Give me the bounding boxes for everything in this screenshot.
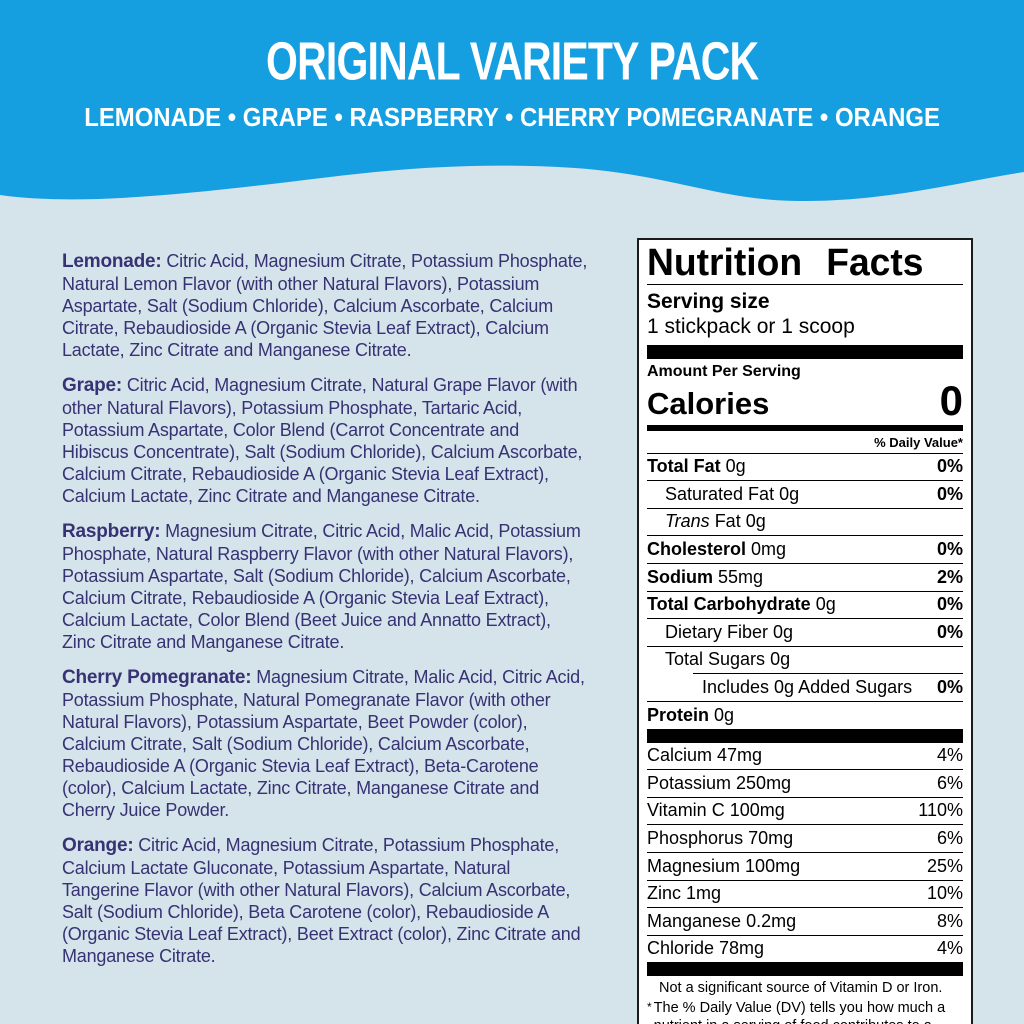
amount-per-serving-label: Amount Per Serving: [647, 363, 801, 381]
mineral-row-magnesium: Magnesium 100mg 25%: [647, 852, 963, 880]
nutrient-dv: 2%: [936, 566, 963, 587]
nutrient-dv: 0%: [936, 621, 963, 642]
ingredient-paragraph-cherry-pomegranate: Cherry Pomegranate: Magnesium Citrate, M…: [62, 666, 588, 821]
flavor-subtitle-text: LEMONADE • GRAPE • RASPBERRY • CHERRY PO…: [84, 102, 940, 132]
nutrient-name: Total Fat 0g: [647, 456, 746, 477]
mineral-row-manganese: Manganese 0.2mg 8%: [647, 907, 963, 935]
nutrient-name: Saturated Fat 0g: [665, 483, 800, 504]
nutrient-dv: 0%: [936, 676, 963, 697]
ingredient-paragraph-grape: Grape: Citric Acid, Magnesium Citrate, N…: [62, 374, 588, 507]
nutrient-dv: 0%: [936, 483, 963, 504]
nutrient-row-total-fat: Total Fat 0g 0%: [647, 454, 963, 481]
flavor-name-orange: Orange:: [62, 835, 134, 856]
nutrient-row-added-sugars: Includes 0g Added Sugars 0%: [693, 673, 963, 701]
mineral-row-zinc: Zinc 1mg 10%: [647, 879, 963, 908]
footnote-not-significant: Not a significant source of Vitamin D or…: [659, 980, 943, 997]
thick-divider: [647, 728, 963, 743]
mineral-dv: 110%: [918, 800, 963, 821]
mineral-row-calcium: Calcium 47mg 4%: [647, 743, 963, 770]
product-title: ORIGINAL VARIETY PACK: [0, 30, 1024, 91]
nutrient-name: Sodium 55mg: [647, 566, 764, 587]
mineral-dv: 25%: [926, 855, 963, 876]
mineral-dv: 6%: [936, 827, 963, 848]
nutrient-name: Dietary Fiber 0g: [665, 621, 794, 642]
nutrient-name: Total Sugars 0g: [665, 649, 791, 670]
nutrient-row-trans-fat: Trans Fat 0g: [647, 507, 963, 536]
mineral-name: Phosphorus 70mg: [647, 827, 794, 848]
mineral-name: Calcium 47mg: [647, 745, 763, 766]
mineral-dv: 8%: [936, 910, 963, 931]
mineral-row-vitamin-c: Vitamin C 100mg 110%: [647, 796, 963, 825]
medium-divider: [647, 424, 963, 431]
footnote-daily-value-text: The % Daily Value (DV) tells you how muc…: [653, 999, 946, 1024]
nutrient-row-saturated-fat: Saturated Fat 0g 0%: [647, 480, 963, 508]
nutrient-row-total-carbohydrate: Total Carbohydrate 0g 0%: [647, 590, 963, 619]
nutrient-name: Trans Fat 0g: [665, 511, 766, 532]
ingredient-paragraph-orange: Orange: Citric Acid, Magnesium Citrate, …: [62, 834, 588, 967]
ingredients-panel: Lemonade: Citric Acid, Magnesium Citrate…: [62, 250, 588, 980]
nutrient-row-protein: Protein 0g: [647, 701, 963, 729]
calories-label: Calories: [647, 386, 770, 422]
nutrient-row-dietary-fiber: Dietary Fiber 0g 0%: [647, 618, 963, 646]
footnote-asterisk: *: [647, 999, 652, 1014]
flavor-subtitle: LEMONADE • GRAPE • RASPBERRY • CHERRY PO…: [0, 102, 1024, 133]
nutrient-name: Total Carbohydrate 0g: [647, 594, 836, 615]
nutrient-row-total-sugars: Total Sugars 0g: [647, 645, 963, 674]
flavor-name-raspberry: Raspberry:: [62, 521, 161, 542]
thick-divider: [647, 345, 963, 360]
nutrient-dv: 0%: [936, 456, 963, 477]
nutrition-facts-title: Nutrition Facts: [647, 242, 924, 284]
thick-divider: [647, 962, 963, 977]
mineral-dv: 4%: [936, 938, 963, 959]
mineral-name: Chloride 78mg: [647, 938, 765, 959]
nutrient-name: Cholesterol 0mg: [647, 538, 787, 559]
ingredient-list-cherry-pomegranate: Magnesium Citrate, Malic Acid, Citric Ac…: [62, 667, 585, 820]
nutrient-dv: 0%: [936, 594, 963, 615]
mineral-name: Vitamin C 100mg: [647, 800, 785, 821]
divider: [647, 283, 963, 285]
product-title-text: ORIGINAL VARIETY PACK: [265, 31, 759, 92]
mineral-row-phosphorus: Phosphorus 70mg 6%: [647, 824, 963, 852]
ingredient-paragraph-lemonade: Lemonade: Citric Acid, Magnesium Citrate…: [62, 250, 588, 361]
flavor-name-cherry-pomegranate: Cherry Pomegranate:: [62, 667, 252, 688]
calories-row: Calories 0: [647, 376, 963, 424]
serving-size-value: 1 stickpack or 1 scoop: [647, 315, 855, 339]
ingredient-list-orange: Citric Acid, Magnesium Citrate, Potassiu…: [62, 835, 581, 966]
mineral-dv: 4%: [936, 745, 963, 766]
mineral-dv: 6%: [936, 772, 963, 793]
ingredient-list-lemonade: Citric Acid, Magnesium Citrate, Potassiu…: [62, 251, 588, 360]
daily-value-header: % Daily Value*: [647, 431, 963, 454]
ingredient-list-raspberry: Magnesium Citrate, Citric Acid, Malic Ac…: [62, 521, 581, 652]
ingredient-list-grape: Citric Acid, Magnesium Citrate, Natural …: [62, 375, 583, 506]
ingredient-paragraph-raspberry: Raspberry: Magnesium Citrate, Citric Aci…: [62, 520, 588, 653]
mineral-row-chloride: Chloride 78mg 4%: [647, 934, 963, 963]
flavor-name-lemonade: Lemonade:: [62, 251, 162, 272]
flavor-name-grape: Grape:: [62, 375, 123, 396]
mineral-name: Zinc 1mg: [647, 883, 722, 904]
serving-size-label: Serving size: [647, 289, 770, 313]
nutrient-row-sodium: Sodium 55mg 2%: [647, 563, 963, 591]
mineral-name: Manganese 0.2mg: [647, 910, 797, 931]
mineral-name: Magnesium 100mg: [647, 855, 801, 876]
nutrition-facts-label: Nutrition Facts Serving size 1 stickpack…: [637, 238, 973, 1024]
nutrient-dv: 0%: [936, 538, 963, 559]
header-banner: ORIGINAL VARIETY PACK LEMONADE • GRAPE •…: [0, 0, 1024, 133]
footnote-daily-value: * The % Daily Value (DV) tells you how m…: [647, 999, 963, 1024]
nutrient-name: Protein 0g: [647, 704, 735, 725]
mineral-name: Potassium 250mg: [647, 772, 792, 793]
calories-value: 0: [939, 376, 963, 424]
nutrient-row-cholesterol: Cholesterol 0mg 0%: [647, 535, 963, 563]
mineral-row-potassium: Potassium 250mg 6%: [647, 769, 963, 797]
nutrient-name: Includes 0g Added Sugars: [702, 676, 913, 697]
mineral-dv: 10%: [926, 883, 963, 904]
